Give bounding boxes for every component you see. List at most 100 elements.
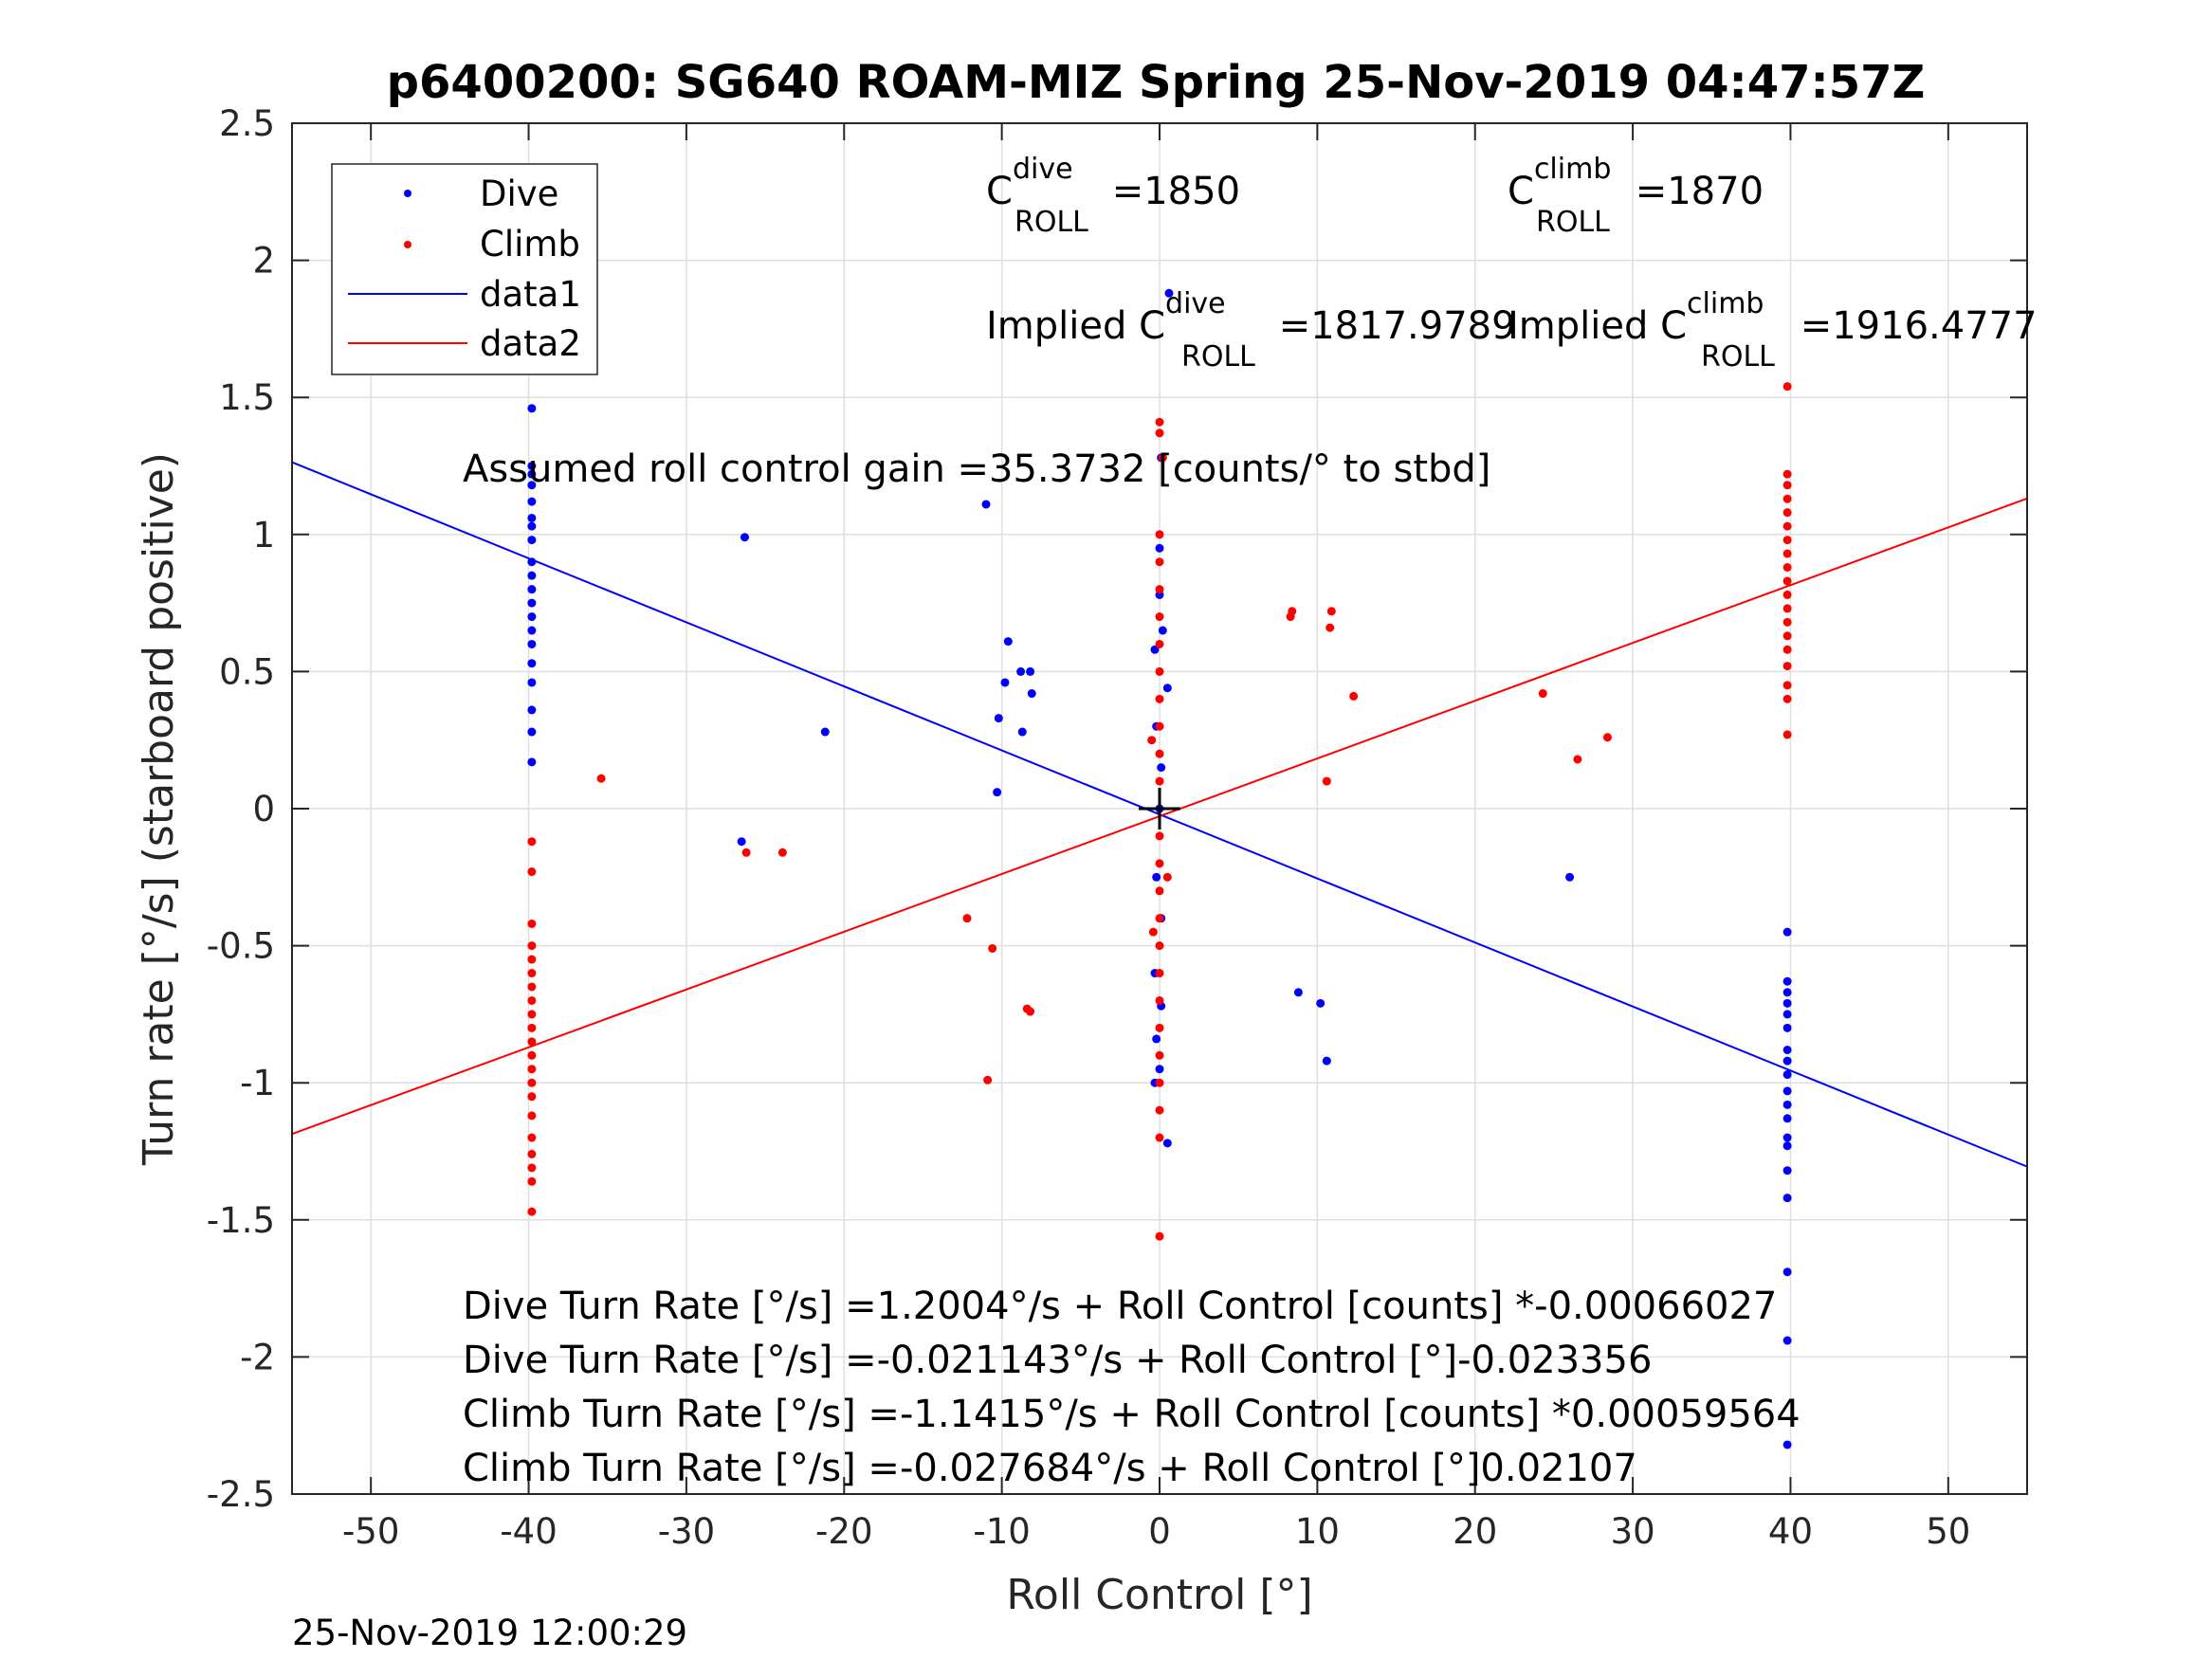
x-tick-label: -20 xyxy=(815,1511,872,1552)
legend: Dive Climb data1 data2 xyxy=(331,163,598,375)
point-dive xyxy=(1158,626,1167,635)
point-climb xyxy=(962,914,972,923)
point-climb xyxy=(1782,604,1792,613)
point-dive xyxy=(1164,288,1174,298)
point-dive xyxy=(527,598,537,608)
point-climb xyxy=(1573,755,1582,764)
x-tick-labels: -50 -40 -30 -20 -10 0 10 20 30 40 50 xyxy=(342,1511,1970,1552)
annotations: Cdive ROLL =1850 Cclimb ROLL =1870 Implied… xyxy=(463,153,2038,1490)
point-climb xyxy=(1782,549,1792,558)
point-dive xyxy=(1017,727,1027,737)
implied-climb-annotation: Implied Cclimb ROLL =1916.4777 xyxy=(1508,287,2038,374)
point-climb xyxy=(1155,1231,1164,1241)
point-dive xyxy=(1155,1065,1164,1074)
point-dive xyxy=(527,469,537,479)
point-climb xyxy=(1155,1023,1164,1032)
point-dive xyxy=(1782,1056,1792,1066)
point-climb xyxy=(1782,576,1792,586)
point-dive xyxy=(1016,666,1026,676)
point-dive xyxy=(1782,1133,1792,1142)
point-climb xyxy=(1026,1007,1035,1016)
point-dive xyxy=(1782,1100,1792,1109)
point-dive xyxy=(527,626,537,635)
x-tick-label: -40 xyxy=(500,1511,557,1552)
point-climb xyxy=(527,919,537,928)
point-climb xyxy=(1155,557,1164,567)
y-tick-label: 0.5 xyxy=(219,651,275,692)
point-climb xyxy=(527,1010,537,1019)
point-climb xyxy=(1782,590,1792,599)
fit-line-dive-counts: Dive Turn Rate [°/s] =1.2004°/s + Roll C… xyxy=(463,1285,1777,1328)
point-climb xyxy=(1782,494,1792,503)
y-tick-label: -2.5 xyxy=(207,1474,275,1515)
point-climb xyxy=(1349,691,1359,701)
point-dive xyxy=(527,497,537,506)
point-dive xyxy=(740,533,749,542)
point-climb xyxy=(527,955,537,964)
y-tick-label: 1.5 xyxy=(219,377,275,418)
y-axis-label: Turn rate [°/s] (starboard positive) xyxy=(135,452,183,1166)
x-tick-label: 10 xyxy=(1295,1511,1340,1552)
point-climb xyxy=(1782,631,1792,641)
legend-dive-label: Dive xyxy=(480,173,558,214)
point-climb xyxy=(1155,969,1164,978)
origin-marker xyxy=(1139,788,1180,830)
point-climb xyxy=(1148,927,1158,937)
point-climb xyxy=(988,943,997,953)
point-climb xyxy=(1782,681,1792,690)
point-dive xyxy=(1782,1070,1792,1080)
fit-line-dive-degrees: Dive Turn Rate [°/s] =-0.021143°/s + Rol… xyxy=(463,1339,1652,1382)
point-climb xyxy=(1782,662,1792,671)
point-dive xyxy=(1152,872,1161,882)
point-climb xyxy=(527,1149,537,1158)
point-dive xyxy=(1782,1194,1792,1203)
point-climb xyxy=(1782,508,1792,518)
point-climb xyxy=(983,1075,993,1085)
point-dive xyxy=(527,462,537,470)
legend-box xyxy=(331,163,598,375)
point-climb xyxy=(777,848,787,857)
point-climb xyxy=(527,1163,537,1173)
implied-dive-annotation: Implied Cdive ROLL =1817.9789 xyxy=(986,287,1516,374)
chart-title: p6400200: SG640 ROAM-MIZ Spring 25-Nov-2… xyxy=(387,56,1926,109)
point-climb xyxy=(527,867,537,877)
point-dive xyxy=(527,612,537,622)
y-tick-labels: 2.5 2 1.5 1 0.5 0 -0.5 -1 -1.5 -2 -2.5 xyxy=(207,103,275,1515)
point-climb xyxy=(1155,694,1164,703)
point-climb xyxy=(1782,481,1792,490)
point-climb xyxy=(527,1078,537,1087)
point-dive xyxy=(527,727,537,737)
point-climb xyxy=(1155,859,1164,868)
point-climb xyxy=(1782,730,1792,739)
x-tick-label: -50 xyxy=(342,1511,399,1552)
point-climb xyxy=(527,995,537,1005)
point-dive xyxy=(1782,998,1792,1008)
point-climb xyxy=(527,1111,537,1121)
point-dive xyxy=(527,678,537,687)
point-dive xyxy=(1782,927,1792,937)
point-climb xyxy=(1782,521,1792,531)
fit-line-climb-counts: Climb Turn Rate [°/s] =-1.1415°/s + Roll… xyxy=(463,1393,1801,1436)
point-dive xyxy=(1322,1056,1331,1066)
legend-data1-label: data1 xyxy=(480,274,581,315)
point-dive xyxy=(1003,637,1013,647)
x-axis-label: Roll Control [°] xyxy=(1006,1571,1312,1619)
point-climb xyxy=(1322,776,1331,786)
point-climb xyxy=(1155,749,1164,758)
point-climb xyxy=(1782,617,1792,627)
y-tick-label: -0.5 xyxy=(207,926,275,967)
point-dive xyxy=(1782,976,1792,986)
point-climb xyxy=(1155,585,1164,594)
point-dive xyxy=(527,571,537,580)
y-tick-label: 2 xyxy=(252,241,275,282)
point-dive xyxy=(1782,1086,1792,1096)
point-climb xyxy=(1155,417,1164,427)
point-dive xyxy=(527,659,537,668)
point-dive xyxy=(527,557,537,567)
point-dive xyxy=(1155,543,1164,553)
point-climb xyxy=(1155,1133,1164,1142)
point-climb xyxy=(1155,941,1164,951)
point-climb xyxy=(1155,428,1164,438)
point-climb xyxy=(1325,623,1335,632)
point-dive xyxy=(1293,988,1303,997)
